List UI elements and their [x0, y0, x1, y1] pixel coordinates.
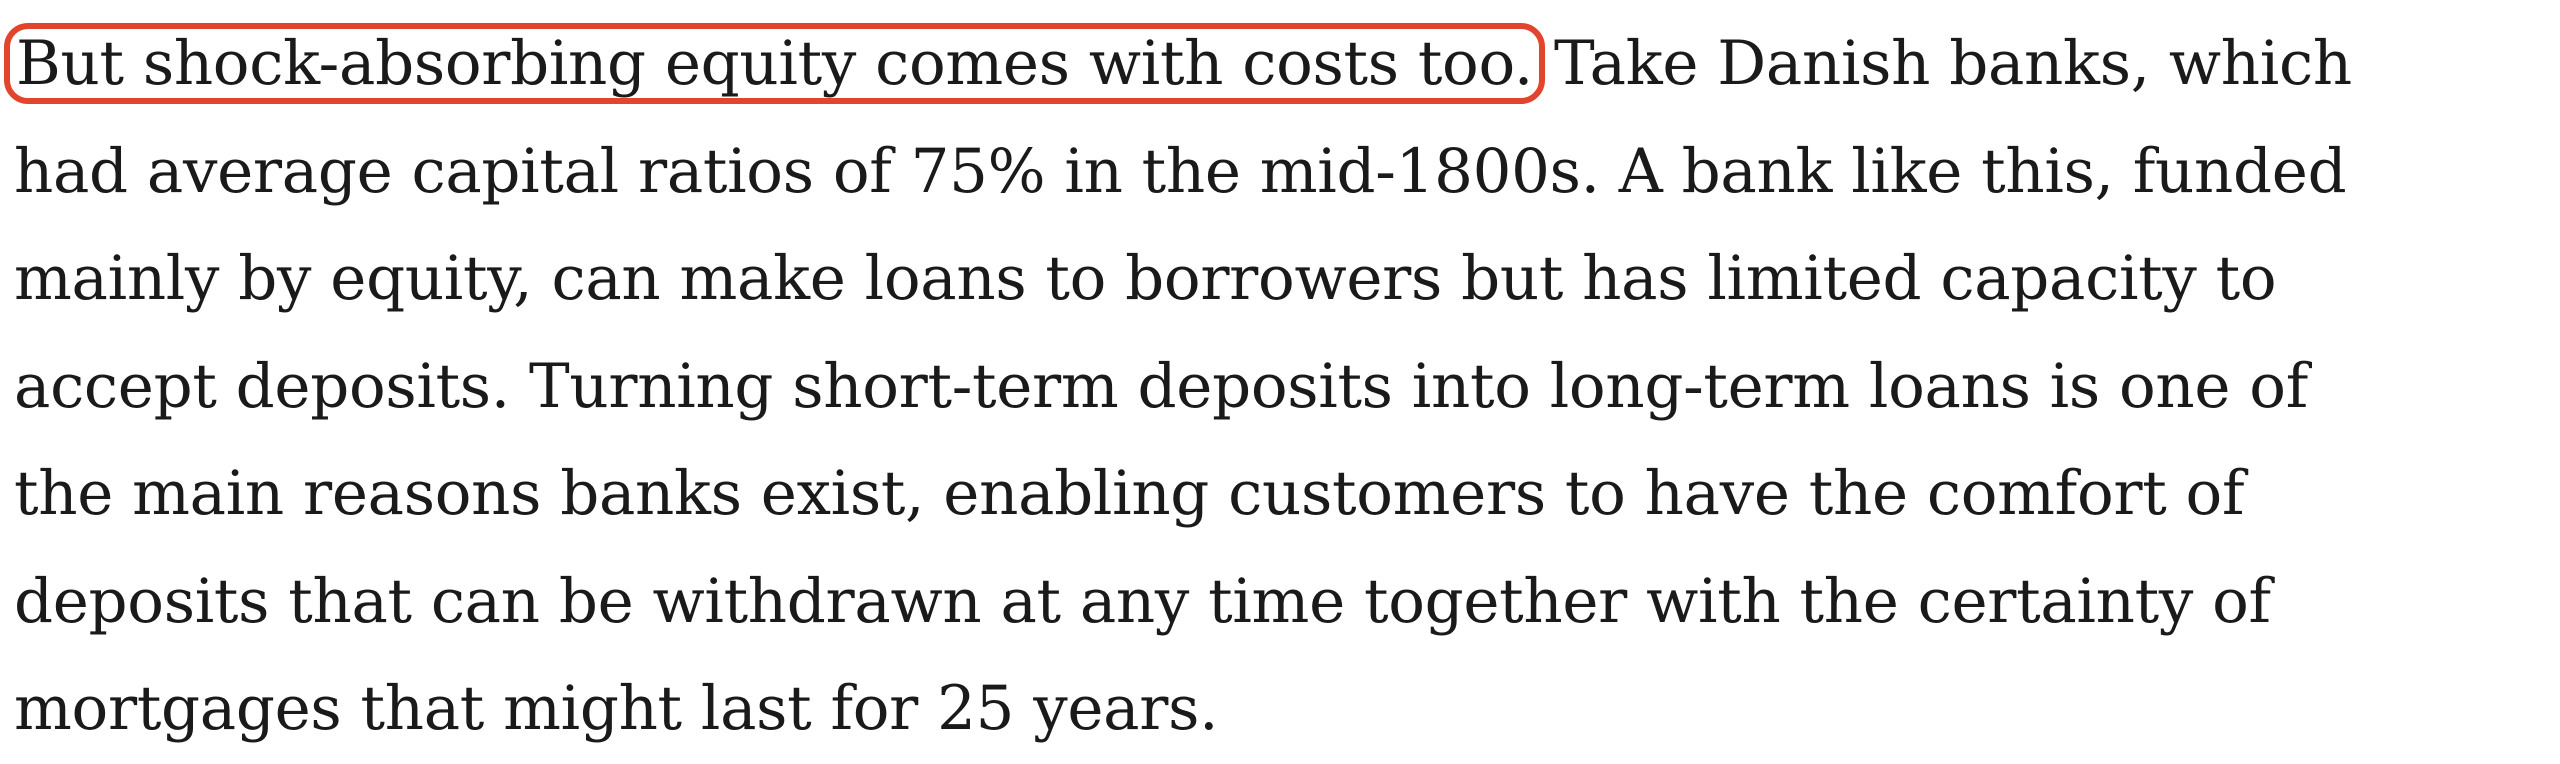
paragraph-line-6: deposits that can be withdrawn at any ti…: [14, 565, 2271, 637]
paragraph-line-1: But shock-absorbing equity comes with co…: [4, 10, 2554, 118]
line-1-rest: Take Danish banks, which: [1534, 28, 2352, 99]
paragraph-line-5: the main reasons banks exist, enabling c…: [14, 458, 2245, 529]
paragraph-line-3: mainly by equity, can make loans to borr…: [14, 243, 2277, 314]
paragraph-line-7: mortgages that might last for 25 years.: [14, 673, 1219, 744]
article-paragraph: But shock-absorbing equity comes with co…: [4, 10, 2554, 763]
paragraph-line-4: accept deposits. Turning short-term depo…: [14, 350, 2308, 422]
paragraph-line-2: had average capital ratios of 75% in the…: [14, 135, 2347, 207]
highlighted-sentence[interactable]: But shock-absorbing equity comes with co…: [4, 23, 1545, 104]
